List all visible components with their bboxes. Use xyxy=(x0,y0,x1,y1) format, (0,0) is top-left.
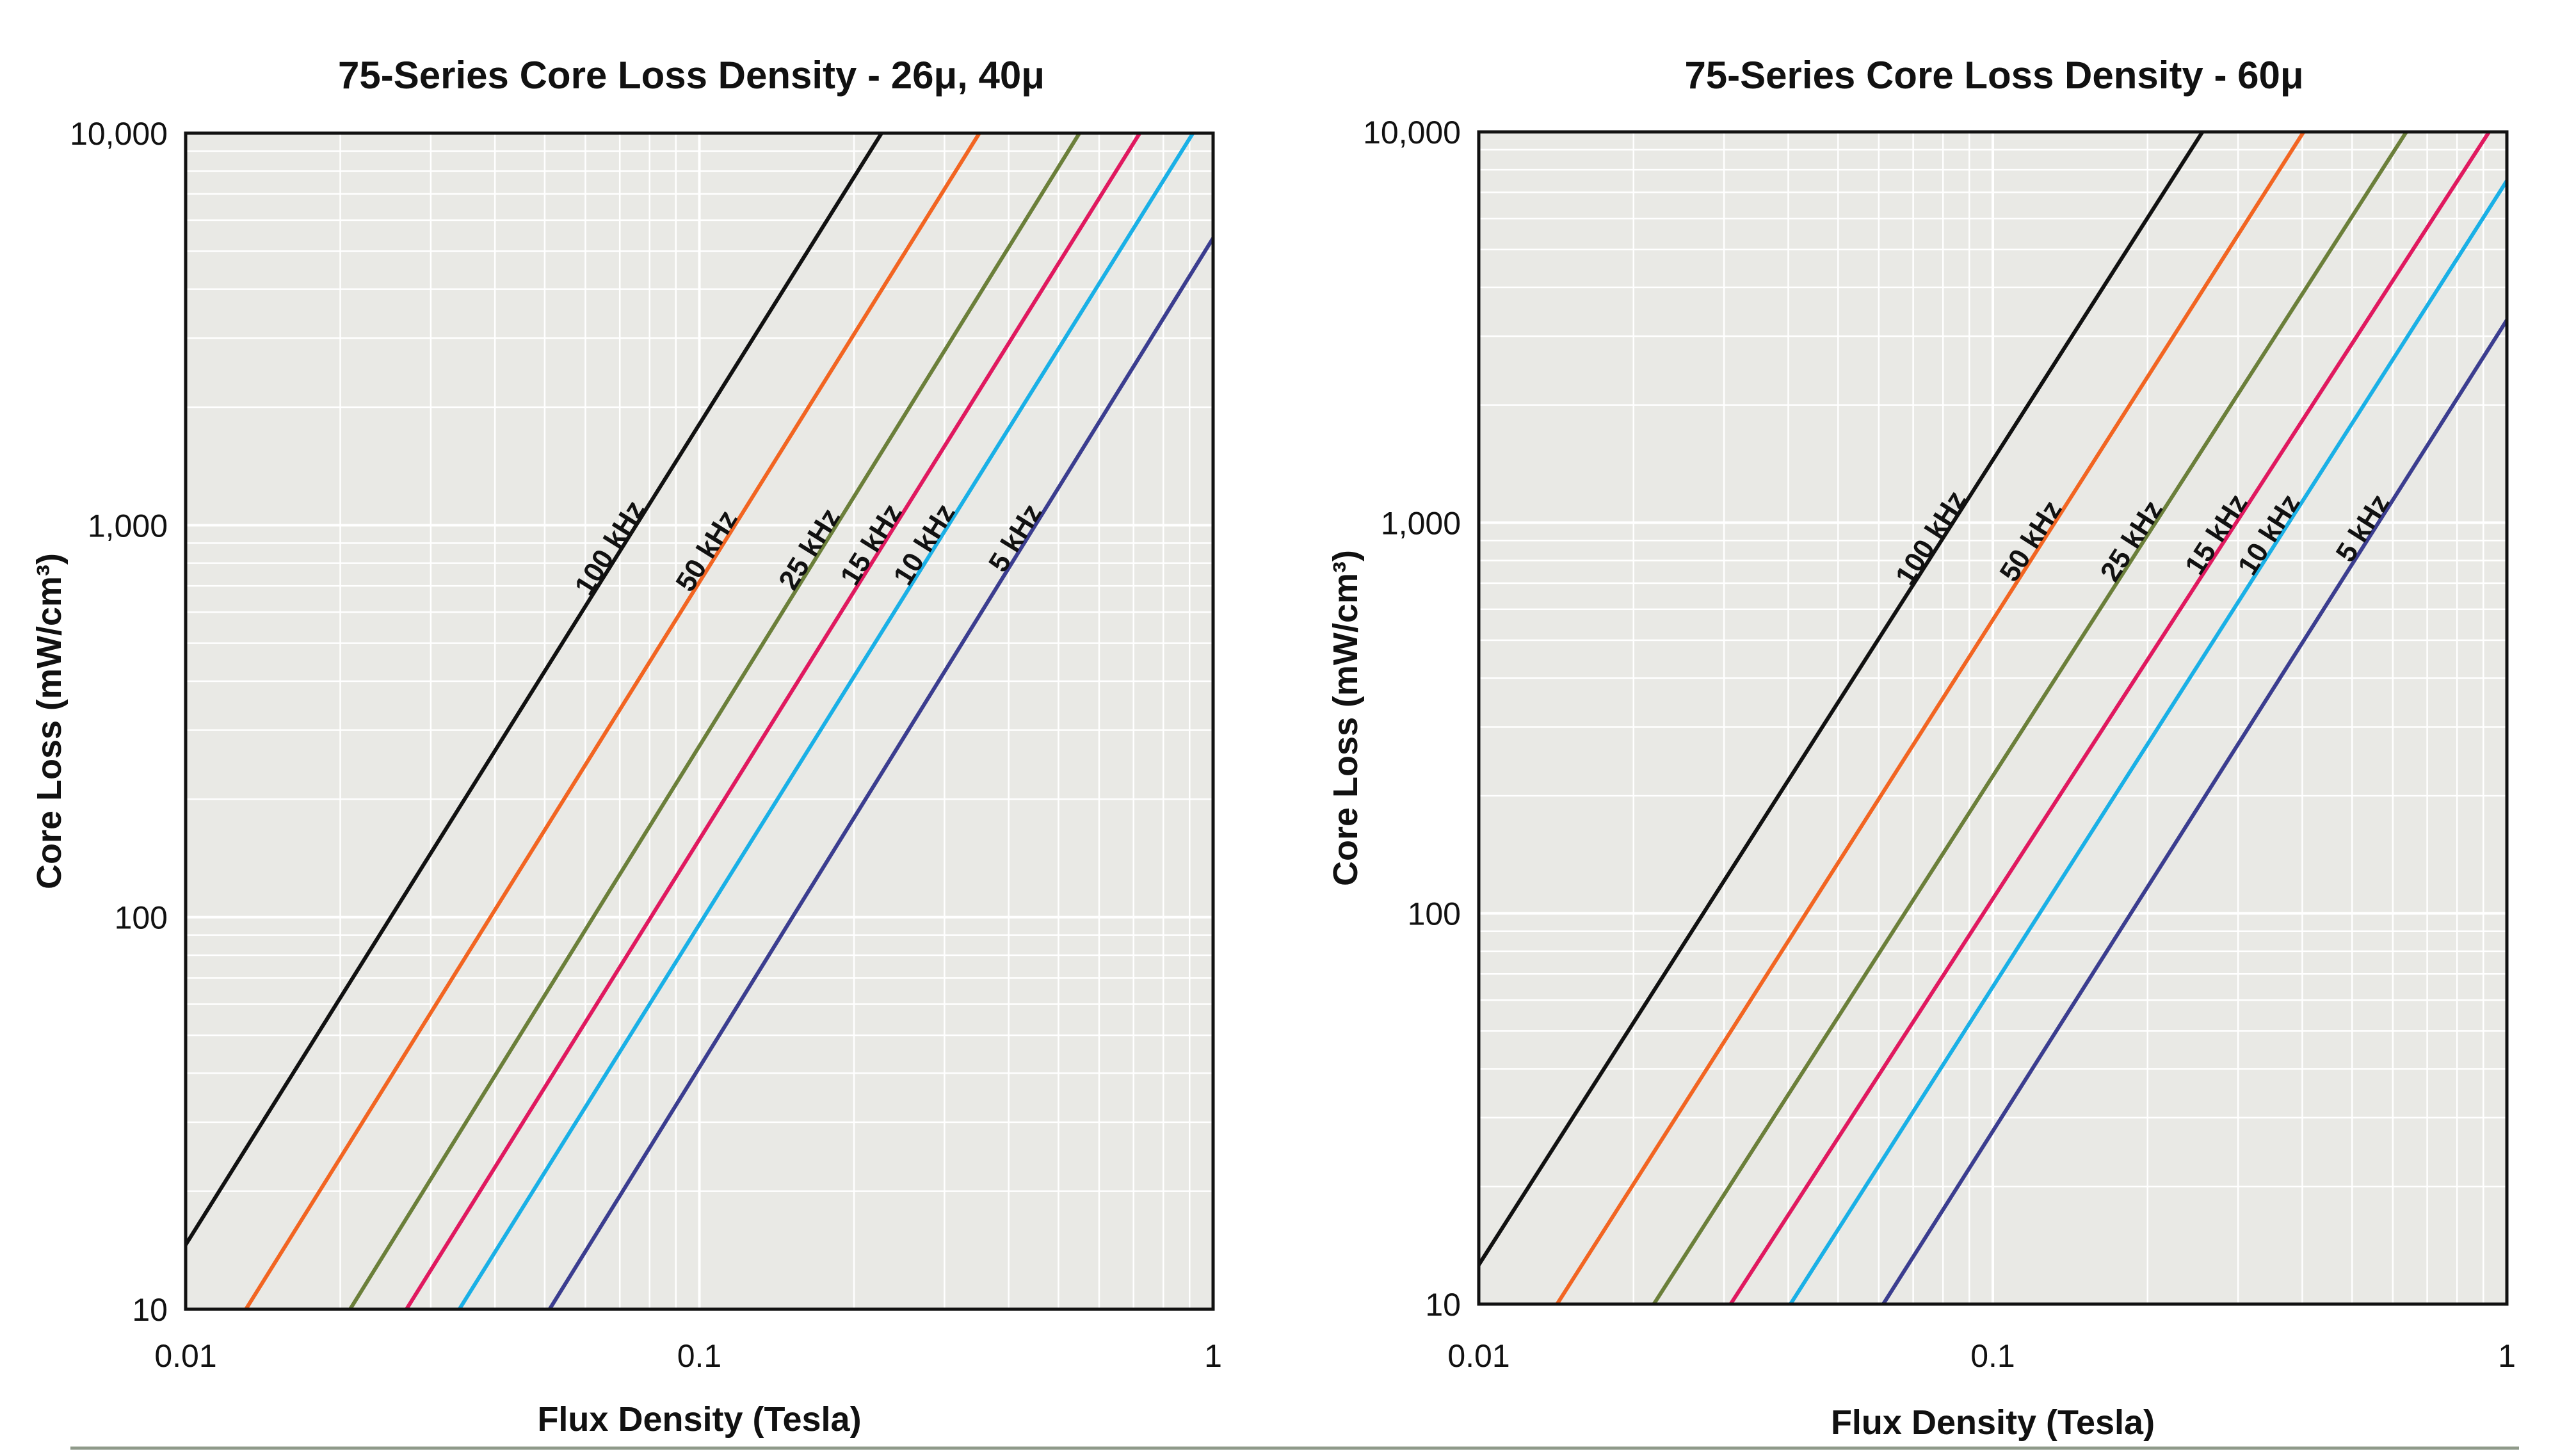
chart-title: 75-Series Core Loss Density - 60μ xyxy=(1684,54,2303,97)
x-tick-label: 0.1 xyxy=(1970,1338,2015,1374)
y-tick-label: 10 xyxy=(1425,1287,1461,1323)
x-tick-label: 1 xyxy=(1204,1338,1222,1374)
y-tick-label: 100 xyxy=(1408,896,1461,932)
y-tick-label: 10,000 xyxy=(1363,115,1461,150)
y-tick-label: 10 xyxy=(132,1292,168,1328)
chart-title: 75-Series Core Loss Density - 26μ, 40μ xyxy=(338,54,1045,97)
series-line-50-khz xyxy=(1555,132,2306,1304)
series-line-5-khz xyxy=(547,237,1213,1309)
plot-frame xyxy=(184,131,1215,1311)
series-lines xyxy=(186,133,1213,1309)
series-line-100-khz xyxy=(186,133,883,1246)
x-tick-label: 0.01 xyxy=(1447,1338,1509,1374)
y-tick-label: 100 xyxy=(115,900,168,936)
series-line-25-khz xyxy=(1652,132,2408,1304)
grid xyxy=(186,133,1213,1309)
series-line-25-khz xyxy=(348,133,1081,1309)
y-tick-label: 1,000 xyxy=(1381,505,1461,541)
series-line-100-khz xyxy=(1479,132,2205,1266)
plot-frame xyxy=(1477,130,2509,1306)
y-tick-label: 10,000 xyxy=(70,116,168,152)
series-line-50-khz xyxy=(244,133,981,1309)
series-line-15-khz xyxy=(405,133,1141,1309)
series-lines xyxy=(1479,132,2507,1304)
grid xyxy=(1479,132,2507,1304)
y-tick-label: 1,000 xyxy=(88,508,168,544)
y-axis-label: Core Loss (mW/cm³) xyxy=(30,553,68,889)
series-line-15-khz xyxy=(1728,132,2491,1304)
x-axis-label: Flux Density (Tesla) xyxy=(537,1400,861,1439)
x-tick-label: 0.01 xyxy=(154,1338,216,1374)
x-tick-label: 0.1 xyxy=(677,1338,722,1374)
series-line-10-khz xyxy=(1789,179,2507,1304)
x-tick-label: 1 xyxy=(2498,1338,2516,1374)
series-line-10-khz xyxy=(457,133,1195,1309)
x-axis-label: Flux Density (Tesla) xyxy=(1831,1403,2155,1442)
series-line-5-khz xyxy=(1881,319,2507,1304)
y-axis-label: Core Loss (mW/cm³) xyxy=(1326,550,1365,886)
